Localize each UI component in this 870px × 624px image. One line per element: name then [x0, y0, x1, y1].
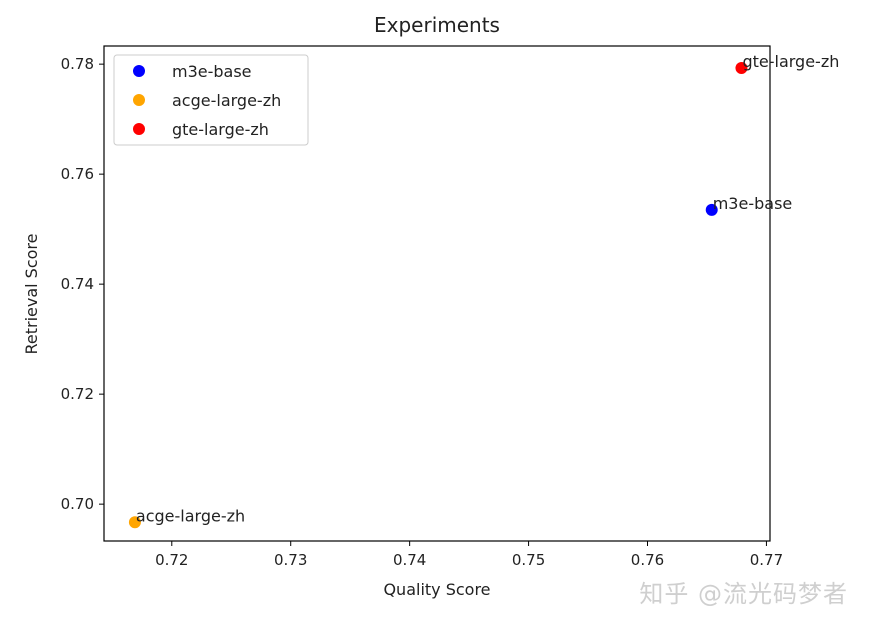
- y-tick-label: 0.74: [61, 275, 94, 293]
- y-tick-label: 0.78: [61, 55, 94, 73]
- plot-area: [103, 45, 771, 542]
- legend-marker-gte-large-zh: [133, 123, 145, 135]
- legend-marker-acge-large-zh: [133, 94, 145, 106]
- x-axis: 0.72 0.73 0.74 0.75 0.76 0.77: [155, 541, 783, 569]
- legend-marker-m3e-base: [133, 65, 145, 77]
- watermark: 知乎 @流光码梦者: [639, 580, 848, 608]
- legend-box: [113, 54, 309, 146]
- y-axis-label: Retrieval Score: [22, 234, 41, 355]
- point-label-gte-large-zh: gte-large-zh: [742, 52, 839, 71]
- point-label-acge-large-zh: acge-large-zh: [136, 506, 245, 525]
- point-gte-large-zh: [735, 62, 748, 74]
- data-points: m3e-base acge-large-zh gte-large-zh: [128, 52, 839, 529]
- legend-label-gte-large-zh: gte-large-zh: [172, 120, 269, 139]
- x-tick-label: 0.76: [631, 551, 664, 569]
- x-tick-label: 0.75: [512, 551, 545, 569]
- y-axis: 0.70 0.72 0.74 0.76 0.78: [61, 55, 104, 513]
- point-acge-large-zh: [128, 516, 141, 529]
- legend-label-acge-large-zh: acge-large-zh: [172, 91, 281, 110]
- x-tick-label: 0.73: [274, 551, 307, 569]
- x-tick-label: 0.77: [750, 551, 783, 569]
- y-tick-label: 0.70: [61, 495, 94, 513]
- y-tick-label: 0.72: [61, 385, 94, 403]
- point-m3e-base: [705, 203, 718, 216]
- y-tick-label: 0.76: [61, 165, 94, 183]
- x-axis-label: Quality Score: [383, 580, 490, 599]
- x-tick-label: 0.74: [393, 551, 426, 569]
- x-tick-label: 0.72: [155, 551, 188, 569]
- legend: m3e-base acge-large-zh gte-large-zh: [113, 54, 309, 146]
- chart-title: Experiments: [374, 13, 500, 37]
- legend-label-m3e-base: m3e-base: [172, 62, 252, 81]
- point-label-m3e-base: m3e-base: [713, 194, 793, 213]
